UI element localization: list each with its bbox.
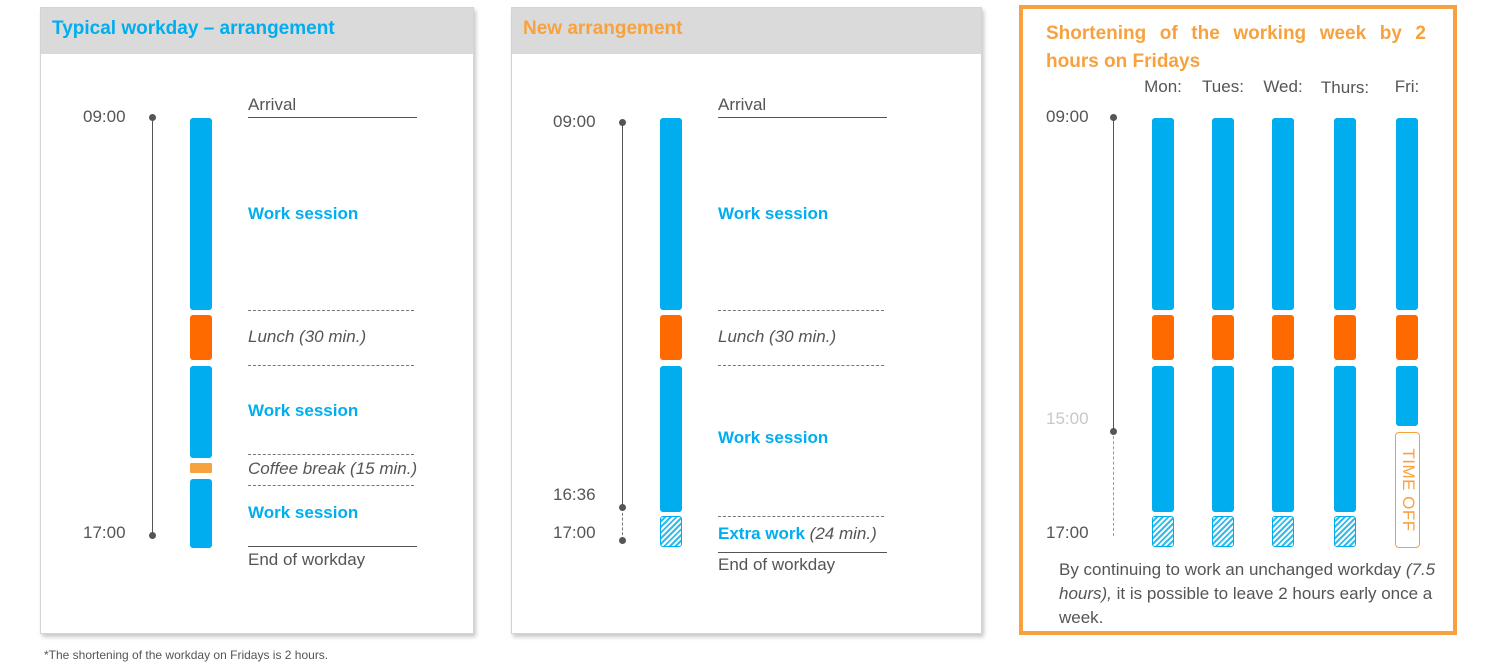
work-session-label: Work session [248,401,359,420]
note-text-emphasis: (7.5 hours), [1059,560,1436,603]
divider [718,310,884,311]
divider [248,365,414,366]
extra-work-label: Extra work (24 min.) [718,524,877,544]
lunch-bar [660,315,682,360]
divider [718,516,884,517]
timeline-axis-dashed [622,508,623,540]
time-end: 17:00 [553,523,596,542]
arrival-rule [248,117,417,118]
note-text-before: By continuing to work an unchanged workd… [1059,560,1406,579]
end-of-workday-label: End of workday [248,550,366,569]
timeline-dot-end [149,532,156,539]
work-session-bar [660,118,682,310]
lunch-bar [1334,315,1356,360]
arrival-rule [718,117,887,118]
lunch-label: Lunch (30 min.) [718,327,837,346]
arrival-label: Arrival [718,95,767,114]
divider [248,310,414,311]
lunch-bar [1212,315,1234,360]
lunch-label: Lunch (30 min.) [248,327,367,346]
work-session-bar [190,366,212,458]
day-label-wed: Wed: [1263,77,1303,96]
time-start: 09:00 [553,112,596,131]
coffee-break-bar [190,463,212,473]
timeline-dot-start [1110,114,1117,121]
work-session-bar [190,479,212,548]
time-end: 17:00 [83,523,126,542]
arrival-label: Arrival [248,95,297,114]
time-start: 09:00 [83,107,126,126]
day-label-thurs: Thurs: [1320,78,1370,97]
end-of-workday-label: End of workday [718,555,836,574]
work-session-bar [1272,366,1294,512]
work-session-bar [1152,118,1174,310]
lunch-bar [190,315,212,360]
time-mid: 16:36 [553,485,596,504]
lunch-bar [1396,315,1418,360]
time-mid: 15:00 [1046,409,1089,428]
timeline-axis [1113,117,1114,431]
work-session-bar [1212,118,1234,310]
work-session-bar [1396,118,1418,310]
extra-work-label-duration: (24 min.) [804,524,877,543]
divider [248,454,414,455]
timeline-dot-start [149,114,156,121]
divider [718,365,884,366]
day-label-mon: Mon: [1144,77,1182,96]
panel-header: New arrangement [512,8,981,54]
divider [248,485,414,486]
timeline-dot-mid [1110,428,1117,435]
time-end: 17:00 [1046,523,1089,542]
panel-shortened-week [1019,5,1457,635]
work-session-label: Work session [718,428,829,447]
lunch-bar [1272,315,1294,360]
end-rule [718,552,887,553]
footnote: *The shortening of the workday on Friday… [44,648,329,662]
work-session-bar [1152,366,1174,512]
end-rule [248,546,417,547]
timeline-axis [622,122,623,508]
extra-work-label-bold: Extra work [718,524,805,543]
panel-title: New arrangement [523,18,683,39]
timeline-dot-end [619,537,626,544]
explanation-note: By continuing to work an unchanged workd… [1059,558,1437,630]
panel-title: Shortening of the working week by 2 hour… [1046,23,1426,72]
extra-work-bar [1272,516,1294,547]
timeline-axis-dashed [1113,431,1114,536]
panel-new-arrangement: New arrangement [511,7,982,634]
work-session-label: Work session [718,204,829,223]
timeline-dot-mid [619,504,626,511]
panel-header: Typical workday – arrangement [41,8,473,54]
work-session-bar [1272,118,1294,310]
time-off-block: TIME OFF [1395,432,1420,548]
work-session-bar [1334,366,1356,512]
time-start: 09:00 [1046,107,1089,126]
work-session-bar [1212,366,1234,512]
timeline-dot-start [619,119,626,126]
extra-work-bar [660,516,682,547]
note-text-after: it is possible to leave 2 hours early on… [1059,584,1433,627]
day-label-fri: Fri: [1394,77,1420,96]
coffee-break-label: Coffee break (15 min.) [248,459,418,478]
panel-title: Typical workday – arrangement [52,18,335,39]
time-off-label: TIME OFF [1398,448,1418,532]
work-session-bar [660,366,682,512]
extra-work-bar [1212,516,1234,547]
day-label-tues: Tues: [1202,77,1244,96]
work-session-bar [1334,118,1356,310]
lunch-bar [1152,315,1174,360]
panel-typical-workday: Typical workday – arrangement [40,7,474,634]
extra-work-bar [1334,516,1356,547]
timeline-axis [152,117,153,536]
work-session-label: Work session [248,503,359,522]
work-session-bar [190,118,212,310]
work-session-label: Work session [248,204,359,223]
extra-work-bar [1152,516,1174,547]
work-session-bar [1396,366,1418,426]
